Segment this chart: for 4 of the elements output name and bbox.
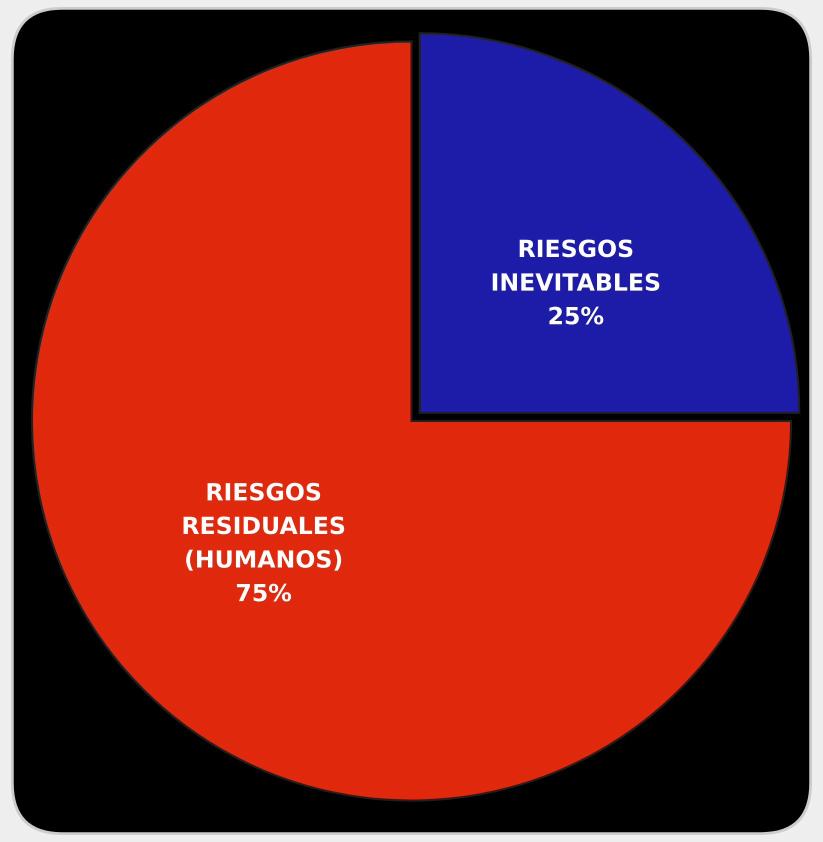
slice-label: RIESGOS INEVITABLES: [492, 239, 660, 291]
data-label: 25%: [549, 306, 604, 325]
slice-label: RIESGOS RESIDUALES (HUMANOS): [183, 482, 344, 571]
data-label: 75%: [236, 584, 292, 602]
